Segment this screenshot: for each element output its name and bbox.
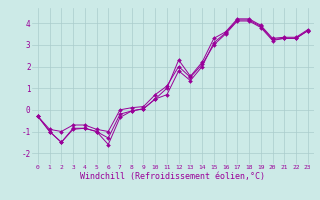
X-axis label: Windchill (Refroidissement éolien,°C): Windchill (Refroidissement éolien,°C) — [80, 172, 265, 181]
